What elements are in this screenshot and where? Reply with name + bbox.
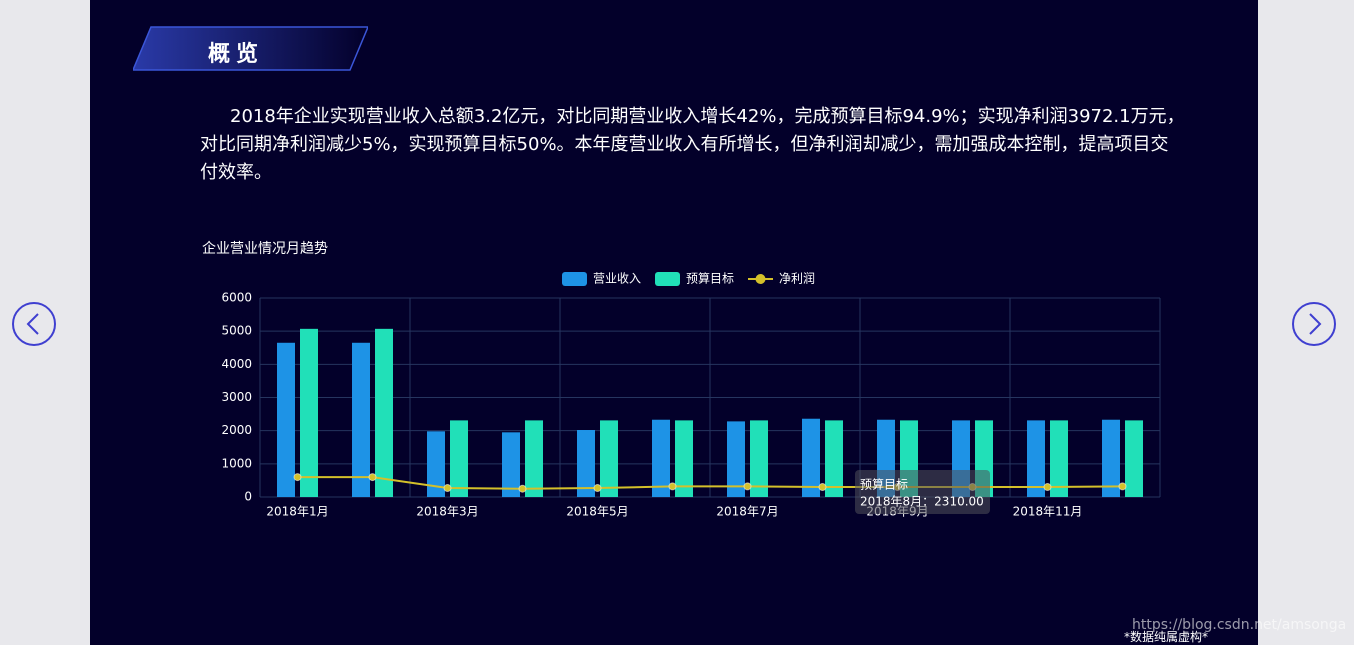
summary: 2018年企业实现营业收入总额3.2亿元，对比同期营业收入增长42%，完成预算目… — [200, 106, 1185, 183]
point — [293, 473, 302, 482]
next-button[interactable] — [1292, 302, 1336, 346]
section-title: 概览 — [208, 42, 265, 67]
bar — [450, 420, 468, 497]
y-tick-label: 0 — [244, 490, 252, 504]
legend-swatch — [655, 272, 680, 286]
bar — [1050, 420, 1068, 497]
tooltip-series: 预算目标 — [860, 477, 908, 492]
bar — [750, 420, 768, 497]
legend-swatch — [562, 272, 587, 286]
footnote: *数据纯属虚构* — [1124, 630, 1209, 644]
bar — [525, 420, 543, 497]
bar — [1125, 420, 1143, 497]
point — [368, 473, 377, 482]
legend-label: 营业收入 — [593, 272, 641, 286]
point — [818, 483, 827, 492]
point — [443, 484, 452, 493]
y-tick-label: 6000 — [221, 291, 252, 305]
bar — [652, 419, 670, 497]
legend-label: 预算目标 — [686, 271, 734, 286]
bar — [727, 421, 745, 497]
point — [518, 484, 527, 493]
watermark: https://blog.csdn.net/amsonga — [1132, 617, 1347, 633]
tooltip-text: 2018年8月：2310.00 — [860, 495, 984, 509]
y-tick-label: 1000 — [221, 456, 252, 470]
x-tick-label: 2018年7月 — [716, 505, 778, 519]
point — [1043, 483, 1052, 492]
x-tick-label: 2018年11月 — [1013, 505, 1083, 519]
bar — [352, 342, 370, 497]
bar — [375, 328, 393, 497]
x-tick-label: 2018年5月 — [566, 505, 628, 519]
x-tick-label: 2018年1月 — [266, 505, 328, 519]
bar — [427, 431, 445, 497]
point — [593, 484, 602, 493]
bar — [600, 420, 618, 497]
bar — [577, 430, 595, 497]
x-tick-label: 2018年3月 — [416, 505, 478, 519]
bar — [802, 418, 820, 497]
y-tick-label: 4000 — [221, 357, 252, 371]
tooltip — [855, 470, 990, 514]
point — [668, 482, 677, 491]
y-tick-label: 2000 — [221, 423, 252, 437]
bar — [1027, 420, 1045, 497]
panel — [90, 0, 1258, 645]
bar — [502, 432, 520, 497]
point — [1118, 482, 1127, 491]
title-badge — [133, 26, 368, 71]
legend-label: 净利润 — [779, 272, 815, 286]
bar — [277, 342, 295, 497]
y-tick-label: 3000 — [221, 390, 252, 404]
bar — [825, 420, 843, 497]
bar — [1102, 419, 1120, 497]
bar — [300, 328, 318, 497]
prev-button[interactable] — [12, 302, 56, 346]
chart-title: 企业营业情况月趋势 — [202, 240, 328, 257]
point — [743, 482, 752, 491]
y-tick-label: 5000 — [221, 324, 252, 338]
bar — [675, 420, 693, 497]
legend-marker — [755, 274, 766, 284]
